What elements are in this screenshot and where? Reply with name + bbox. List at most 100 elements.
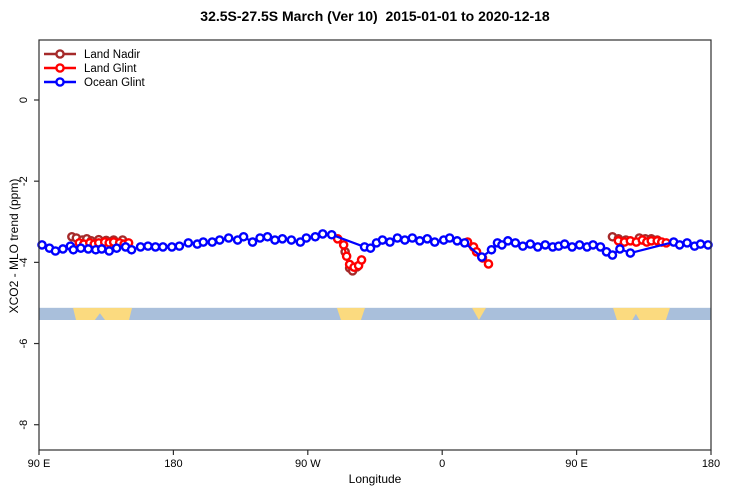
legend-marker-icon: [55, 63, 65, 73]
data-point: [567, 242, 577, 252]
y-tick-label: -8: [18, 420, 30, 430]
data-point: [214, 235, 225, 245]
data-point: [135, 242, 146, 252]
y-tick-label: 0: [18, 97, 30, 103]
data-point: [167, 242, 177, 252]
x-tick-label: 90 W: [295, 458, 321, 470]
data-point: [422, 234, 433, 244]
data-point: [392, 233, 403, 243]
data-point: [682, 238, 692, 248]
data-point: [255, 233, 265, 243]
x-axis-label: Longitude: [348, 472, 402, 486]
data-series-group: [37, 229, 713, 276]
data-point: [674, 240, 685, 250]
data-point: [615, 244, 625, 254]
data-point: [459, 238, 470, 248]
data-point: [286, 235, 297, 245]
legend-marker-icon: [55, 49, 65, 59]
data-point: [104, 246, 114, 256]
data-point: [270, 235, 280, 245]
data-point: [262, 231, 273, 242]
x-tick-label: 90 E: [565, 458, 588, 470]
land-band-south-america: [336, 307, 365, 320]
data-point: [58, 244, 68, 254]
data-point: [400, 235, 410, 245]
data-point: [37, 240, 47, 250]
data-point: [317, 229, 328, 239]
data-point: [518, 241, 528, 251]
data-point: [338, 240, 349, 250]
data-point: [540, 240, 551, 250]
data-point: [183, 238, 194, 248]
x-tick-label: 0: [439, 458, 445, 470]
data-point: [356, 255, 367, 265]
land-nadir-series: [67, 231, 663, 276]
data-point: [76, 243, 86, 253]
y-tick-label: -4: [18, 257, 30, 267]
data-point: [695, 239, 706, 249]
data-point: [444, 233, 455, 243]
legend-item-land-glint: Land Glint: [44, 63, 137, 75]
data-point: [595, 242, 606, 252]
legend-item-ocean-glint: Ocean Glint: [44, 77, 146, 89]
data-point: [207, 237, 218, 247]
data-point: [50, 246, 61, 256]
legend-item-land-nadir: Land Nadir: [44, 49, 140, 61]
land-ocean-band: [39, 307, 711, 320]
data-point: [143, 241, 153, 251]
data-point: [174, 241, 185, 251]
data-point: [483, 259, 494, 269]
land-band-australia-east-instance: [613, 307, 670, 320]
data-point: [559, 239, 570, 249]
data-point: [486, 244, 497, 255]
legend-label: Land Glint: [84, 63, 137, 75]
data-point: [158, 242, 168, 252]
data-point: [407, 233, 418, 243]
legend-marker-icon: [55, 77, 65, 87]
ocean-band: [39, 307, 711, 320]
data-point: [223, 233, 234, 243]
data-point: [238, 231, 249, 242]
x-tick-label: 180: [702, 458, 720, 470]
data-point: [365, 243, 376, 253]
data-point: [532, 242, 543, 252]
data-point: [150, 242, 161, 252]
data-point: [377, 235, 388, 245]
data-point: [83, 244, 94, 254]
data-point: [326, 229, 337, 240]
data-point: [588, 240, 598, 250]
data-point: [525, 239, 536, 249]
data-point: [429, 237, 440, 247]
legend-label: Land Nadir: [84, 49, 140, 61]
data-point: [301, 233, 312, 243]
data-point: [111, 243, 122, 253]
data-point: [385, 237, 395, 247]
x-axis-ticks: 90 E 180 90 W 0 90 E 180: [28, 450, 720, 470]
data-point: [414, 236, 425, 246]
data-point: [510, 238, 521, 248]
data-point: [96, 244, 107, 254]
data-point: [277, 234, 288, 244]
data-point: [703, 240, 713, 250]
data-point: [247, 237, 258, 247]
data-point: [126, 244, 137, 255]
data-point: [198, 237, 209, 247]
land-band-southern-africa: [472, 307, 486, 320]
x-tick-label: 90 E: [28, 458, 51, 470]
x-tick-label: 180: [164, 458, 182, 470]
data-point: [310, 231, 321, 242]
data-point: [68, 244, 79, 255]
land-band-australia-west-instance: [73, 307, 133, 320]
data-point: [574, 240, 585, 250]
data-point: [476, 252, 487, 262]
y-axis-ticks: 0 -2 -4 -6 -8: [18, 97, 39, 430]
legend: Land Nadir Land Glint Ocean Glint: [44, 49, 146, 89]
chart-title: 32.5S-27.5S March (Ver 10) 2015-01-01 to…: [200, 8, 550, 24]
y-tick-label: -2: [18, 176, 30, 186]
ocean-glint-series: [37, 229, 713, 262]
legend-label: Ocean Glint: [84, 77, 146, 89]
data-point: [452, 236, 462, 246]
data-point: [503, 236, 513, 246]
